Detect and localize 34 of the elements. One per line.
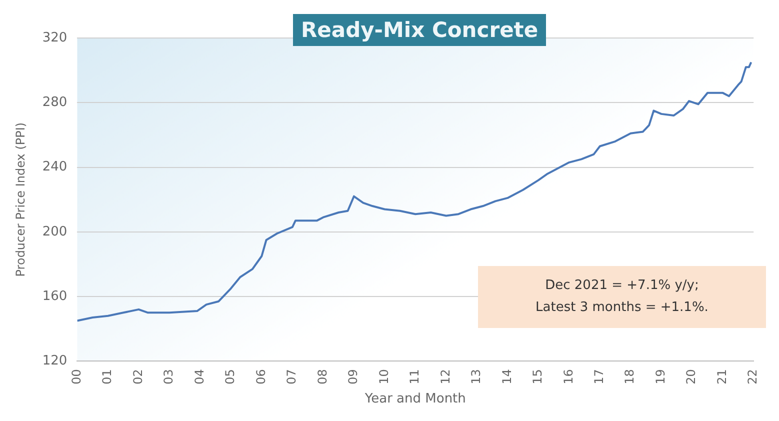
x-tick-label: 15 [530, 369, 545, 384]
x-tick-label: 11 [408, 369, 422, 384]
y-tick-label: 280 [42, 95, 68, 110]
y-axis-title: Producer Price Index (PPI) [13, 122, 28, 277]
y-tick-label: 240 [42, 160, 68, 175]
x-tick-label: 14 [500, 369, 514, 384]
chart-title: Ready-Mix Concrete [293, 14, 546, 46]
x-tick-label: 02 [130, 369, 145, 384]
x-tick-label: 04 [192, 369, 206, 384]
x-tick-label: 09 [346, 369, 360, 384]
x-tick-label: 13 [469, 369, 484, 384]
x-tick-label: 16 [561, 369, 576, 384]
x-tick-label: 01 [100, 369, 114, 384]
x-tick-label: 18 [622, 369, 637, 384]
x-tick-label: 12 [438, 369, 452, 384]
x-axis-title: Year and Month [364, 392, 466, 407]
annotation: Dec 2021 = +7.1% y/y; Latest 3 months = +1.1%. [534, 277, 710, 317]
x-tick-label: 05 [223, 369, 238, 384]
y-tick-label: 320 [42, 30, 68, 46]
x-tick-label: 10 [376, 369, 391, 384]
x-tick-label: 17 [592, 369, 606, 384]
x-tick-label: 21 [714, 369, 729, 384]
y-tick-label: 200 [42, 224, 68, 240]
x-tick-label: 20 [684, 369, 698, 384]
y-tick-label: 160 [42, 288, 68, 304]
note-box: Dec 2021 = +7.1% y/y; Latest 3 months = +1.1%. [478, 266, 766, 328]
x-tick-label: 00 [69, 369, 84, 384]
x-tick-label: 19 [653, 369, 668, 384]
x-tick-label: 08 [315, 369, 330, 384]
x-tick-label: 07 [284, 369, 299, 384]
y-tick-label: 120 [42, 354, 68, 369]
x-tick-label: 06 [254, 369, 268, 384]
x-tick-label: 22 [746, 369, 760, 384]
x-tick-label: 03 [162, 369, 176, 384]
